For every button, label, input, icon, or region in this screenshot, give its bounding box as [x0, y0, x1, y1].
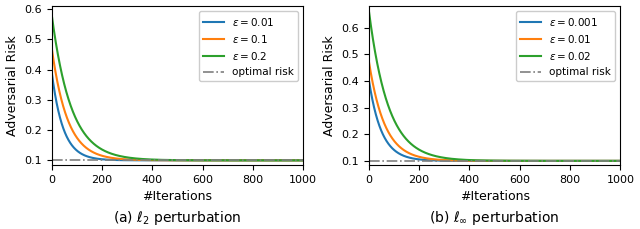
$\varepsilon = 0.01$ — [616, 160, 624, 162]
$\varepsilon = 0.001$ — [584, 160, 592, 162]
$\varepsilon = 0.02$ — [461, 158, 469, 161]
$\varepsilon = 0.2$ — [294, 159, 302, 162]
$\varepsilon = 0.01$ — [394, 143, 401, 146]
$\varepsilon = 0.01$ — [461, 159, 469, 162]
$\varepsilon = 0.02$ — [365, 9, 372, 12]
$\varepsilon = 0.001$ — [408, 157, 416, 160]
$\varepsilon = 0.01$ — [155, 159, 163, 162]
Text: (a) $\ell_2$ perturbation: (a) $\ell_2$ perturbation — [113, 209, 241, 227]
$\varepsilon = 0.02$ — [408, 144, 416, 146]
$\varepsilon = 0.01$ — [612, 160, 620, 162]
optimal risk — [48, 159, 56, 162]
$\varepsilon = 0.1$ — [294, 159, 302, 162]
optimal risk — [48, 159, 56, 162]
$\varepsilon = 0.02$ — [394, 125, 401, 128]
$\varepsilon = 0.02$ — [472, 159, 480, 162]
$\varepsilon = 0.2$ — [155, 158, 163, 161]
Line: $\varepsilon = 0.01$: $\varepsilon = 0.01$ — [369, 61, 620, 161]
X-axis label: #Iterations: #Iterations — [460, 190, 530, 203]
$\varepsilon = 0.1$ — [155, 159, 163, 162]
$\varepsilon = 0.2$ — [144, 158, 152, 161]
$\varepsilon = 0.001$ — [612, 160, 620, 162]
Y-axis label: Adversarial Risk: Adversarial Risk — [323, 35, 336, 136]
optimal risk — [365, 160, 372, 162]
$\varepsilon = 0.001$ — [472, 159, 480, 162]
$\varepsilon = 0.01$ — [48, 70, 56, 73]
$\varepsilon = 0.01$ — [92, 157, 99, 160]
$\varepsilon = 0.01$ — [300, 159, 307, 162]
optimal risk — [365, 160, 373, 162]
$\varepsilon = 0.01$ — [144, 159, 152, 162]
$\varepsilon = 0.02$ — [612, 160, 620, 162]
$\varepsilon = 0.001$ — [461, 159, 469, 162]
$\varepsilon = 0.001$ — [365, 78, 372, 81]
X-axis label: #Iterations: #Iterations — [143, 190, 212, 203]
Legend: $\varepsilon = 0.01$, $\varepsilon = 0.1$, $\varepsilon = 0.2$, optimal risk: $\varepsilon = 0.01$, $\varepsilon = 0.1… — [198, 11, 298, 81]
Text: (b) $\ell_\infty$ perturbation: (b) $\ell_\infty$ perturbation — [429, 209, 560, 227]
$\varepsilon = 0.01$ — [268, 159, 275, 162]
$\varepsilon = 0.01$ — [408, 153, 416, 156]
$\varepsilon = 0.1$ — [144, 159, 152, 161]
$\varepsilon = 0.02$ — [616, 160, 624, 162]
Line: $\varepsilon = 0.2$: $\varepsilon = 0.2$ — [52, 14, 303, 160]
$\varepsilon = 0.01$ — [294, 159, 302, 162]
$\varepsilon = 0.2$ — [48, 12, 56, 15]
$\varepsilon = 0.001$ — [616, 160, 624, 162]
Y-axis label: Adversarial Risk: Adversarial Risk — [6, 35, 19, 136]
$\varepsilon = 0.2$ — [76, 126, 84, 128]
$\varepsilon = 0.2$ — [92, 144, 99, 146]
$\varepsilon = 0.1$ — [300, 159, 307, 162]
$\varepsilon = 0.02$ — [584, 160, 592, 162]
$\varepsilon = 0.01$ — [76, 152, 84, 155]
$\varepsilon = 0.1$ — [92, 152, 99, 155]
$\varepsilon = 0.2$ — [300, 159, 307, 162]
$\varepsilon = 0.2$ — [268, 159, 275, 162]
Line: $\varepsilon = 0.01$: $\varepsilon = 0.01$ — [52, 71, 303, 160]
$\varepsilon = 0.001$ — [394, 151, 401, 154]
$\varepsilon = 0.1$ — [268, 159, 275, 162]
Line: $\varepsilon = 0.001$: $\varepsilon = 0.001$ — [369, 79, 620, 161]
$\varepsilon = 0.1$ — [48, 46, 56, 48]
Line: $\varepsilon = 0.02$: $\varepsilon = 0.02$ — [369, 10, 620, 161]
$\varepsilon = 0.1$ — [76, 141, 84, 143]
Line: $\varepsilon = 0.1$: $\varepsilon = 0.1$ — [52, 47, 303, 160]
$\varepsilon = 0.01$ — [365, 60, 372, 62]
$\varepsilon = 0.01$ — [584, 160, 592, 162]
Legend: $\varepsilon = 0.001$, $\varepsilon = 0.01$, $\varepsilon = 0.02$, optimal risk: $\varepsilon = 0.001$, $\varepsilon = 0.… — [516, 11, 615, 81]
$\varepsilon = 0.01$ — [472, 159, 480, 162]
